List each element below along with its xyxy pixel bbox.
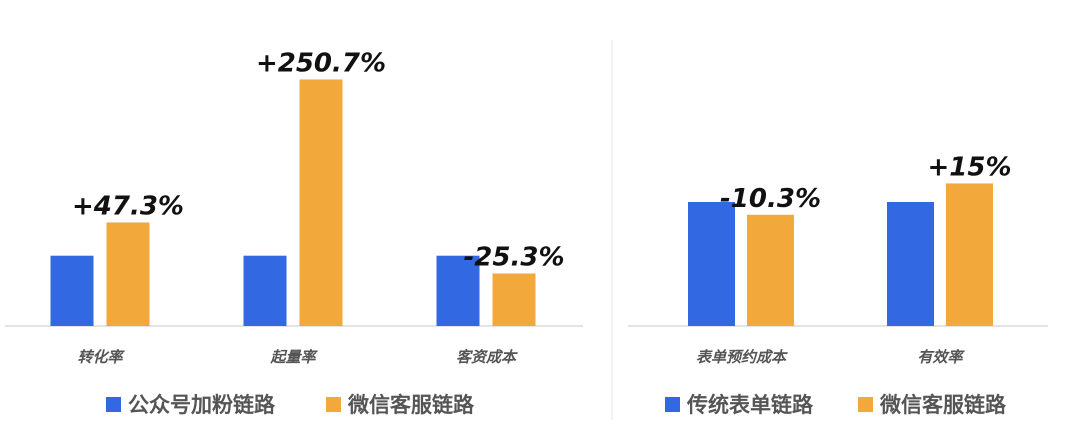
bar-0-微信客服链路-起量率 [299, 79, 343, 326]
bar-0-微信客服链路-转化率 [106, 222, 150, 326]
bar-0-公众号加粉链路-客资成本 [436, 255, 480, 326]
data-label-0-0: +47.3% [72, 191, 184, 221]
bar-1-微信客服链路-有效率 [946, 183, 993, 326]
data-label-0-1: +250.7% [256, 48, 386, 78]
legend-swatch-0-1 [326, 397, 341, 412]
legend-swatch-1-0 [665, 397, 680, 412]
data-label-0-2: -25.3% [464, 242, 565, 272]
legend-label-0-0: 公众号加粉链路 [128, 393, 276, 417]
data-label-1-0: -10.3% [720, 184, 821, 214]
category-label-0-1: 起量率 [269, 348, 318, 366]
bar-1-微信客服链路-表单预约成本 [747, 214, 794, 326]
bar-0-微信客服链路-客资成本 [492, 273, 536, 326]
bar-1-传统表单链路-表单预约成本 [688, 202, 735, 326]
bar-1-传统表单链路-有效率 [887, 202, 934, 326]
legend-label-0-1: 微信客服链路 [347, 393, 475, 417]
category-label-0-2: 客资成本 [456, 348, 518, 366]
bar-0-公众号加粉链路-转化率 [50, 255, 94, 326]
legend-swatch-0-0 [106, 397, 121, 412]
bar-0-公众号加粉链路-起量率 [243, 255, 287, 326]
legend-label-1-0: 传统表单链路 [686, 393, 814, 417]
category-label-1-1: 有效率 [917, 348, 965, 366]
legend-swatch-1-1 [858, 397, 873, 412]
category-label-0-0: 转化率 [77, 348, 125, 366]
category-label-1-0: 表单预约成本 [696, 348, 788, 366]
legend-label-1-1: 微信客服链路 [879, 393, 1007, 417]
data-label-1-1: +15% [927, 152, 1011, 182]
